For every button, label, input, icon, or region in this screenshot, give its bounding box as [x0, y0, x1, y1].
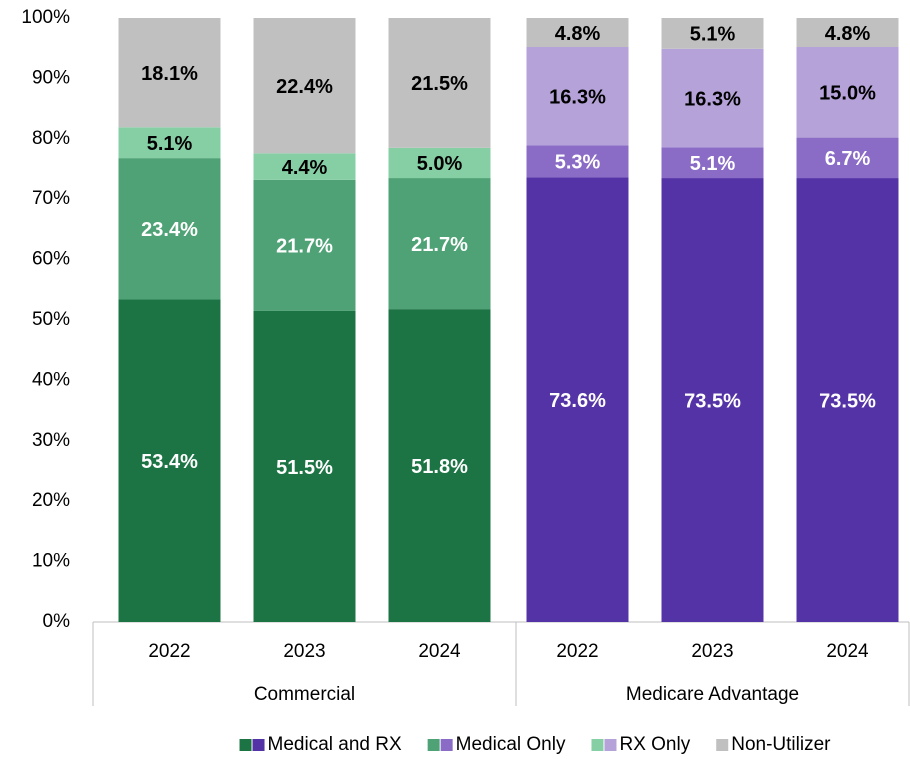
data-label: 5.1% — [147, 133, 193, 155]
x-tick-label: 2022 — [148, 641, 190, 662]
y-tick-label: 50% — [32, 309, 70, 330]
bar-segment — [118, 299, 221, 622]
bar-segment — [661, 18, 764, 49]
data-label: 51.5% — [276, 457, 333, 479]
bar-segment — [118, 18, 221, 128]
y-tick-label: 20% — [32, 490, 70, 511]
data-label: 21.5% — [411, 73, 468, 95]
data-label: 5.0% — [417, 153, 463, 175]
bar-segment — [118, 158, 221, 300]
x-tick-label: 2024 — [418, 641, 461, 662]
data-label: 5.3% — [555, 152, 601, 174]
legend-label: RX Only — [619, 734, 690, 755]
y-tick-label: 0% — [43, 611, 71, 632]
y-tick-label: 90% — [32, 67, 70, 88]
bar-segment — [253, 179, 356, 311]
y-tick-label: 10% — [32, 551, 70, 572]
data-label: 21.7% — [276, 236, 333, 258]
y-tick-label: 80% — [32, 128, 70, 149]
bar-segment — [796, 137, 899, 179]
bar-segment — [253, 18, 356, 154]
bar-segment — [661, 178, 764, 622]
data-label: 15.0% — [819, 83, 876, 105]
bar-segment — [796, 178, 899, 622]
data-label: 53.4% — [141, 451, 198, 473]
y-tick-label: 40% — [32, 369, 70, 390]
legend-swatch — [591, 739, 604, 751]
y-tick-label: 70% — [32, 188, 70, 209]
bar-segment — [661, 147, 764, 179]
data-label: 4.4% — [282, 157, 328, 179]
legend-swatch — [604, 739, 617, 751]
data-label: 5.1% — [690, 153, 736, 175]
bar-segment — [253, 153, 356, 180]
legend-swatch — [440, 739, 453, 751]
legend-label: Medical Only — [456, 734, 566, 755]
legend-label: Medical and RX — [268, 734, 402, 755]
y-tick-label: 60% — [32, 249, 70, 270]
bar-segment — [526, 46, 629, 146]
data-label: 4.8% — [825, 23, 871, 45]
bar-segment — [118, 127, 221, 159]
legend: Medical and RX Medical Only RX Only Non-Uti… — [239, 734, 831, 755]
bar-segment — [796, 46, 899, 138]
legend-swatch — [716, 739, 729, 751]
bar-segment — [526, 177, 629, 622]
data-label: 16.3% — [684, 88, 741, 110]
x-tick-label: 2022 — [556, 641, 598, 662]
x-tick-label: 2023 — [691, 641, 733, 662]
legend-label: Non-Utilizer — [731, 734, 831, 755]
bar-segment — [388, 147, 491, 179]
y-tick-label: 30% — [32, 430, 70, 451]
legend-swatch — [239, 739, 252, 751]
x-tick-label: 2023 — [283, 641, 325, 662]
data-label: 51.8% — [411, 456, 468, 478]
data-label: 16.3% — [549, 86, 606, 108]
bar-segment — [526, 18, 629, 47]
bar-segment — [526, 145, 629, 178]
data-label: 73.5% — [684, 390, 741, 412]
bar-segment — [388, 178, 491, 310]
bar-segment — [796, 18, 899, 47]
legend-swatch — [427, 739, 440, 751]
data-label: 6.7% — [825, 148, 871, 170]
bar-segment — [388, 309, 491, 622]
x-tick-label: 2024 — [826, 641, 869, 662]
y-tick-label: 100% — [21, 7, 70, 28]
data-label: 22.4% — [276, 76, 333, 98]
data-label: 18.1% — [141, 63, 198, 85]
bar-segment — [661, 48, 764, 148]
group-label: Medicare Advantage — [626, 684, 799, 705]
data-label: 5.1% — [690, 24, 736, 46]
data-label: 4.8% — [555, 23, 601, 45]
bar-segment — [253, 310, 356, 622]
data-label: 21.7% — [411, 234, 468, 256]
bar-segment — [388, 18, 491, 148]
legend-swatch — [252, 739, 265, 751]
data-label: 73.5% — [819, 390, 876, 412]
group-label: Commercial — [254, 684, 355, 705]
data-label: 23.4% — [141, 219, 198, 241]
data-label: 73.6% — [549, 390, 606, 412]
